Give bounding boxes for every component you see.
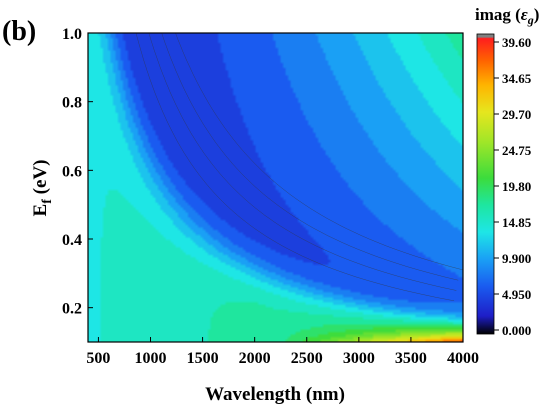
x-tick-label: 3000 xyxy=(343,350,375,367)
colorbar-title-symbol: ε xyxy=(521,5,528,24)
colorbar-tick-label: 0.000 xyxy=(502,323,531,338)
x-axis-label: Wavelength (nm) xyxy=(205,384,345,405)
heatmap-image xyxy=(88,33,463,342)
contour-line-1 xyxy=(161,33,459,281)
x-tick-label: 3500 xyxy=(395,350,427,367)
x-tick-label: 1000 xyxy=(135,350,167,367)
colorbar-tick-label: 14.85 xyxy=(502,215,532,230)
colorbar-title-sub: g xyxy=(527,13,534,27)
y-axis-label-main: E xyxy=(30,204,51,217)
colorbar-gradient xyxy=(476,33,495,335)
contour-line-0 xyxy=(175,33,463,271)
colorbar: 0.000 4.950 9.900 14.85 19.80 24.75 29.70 34.65… xyxy=(475,5,539,338)
y-tick-label: 1.0 xyxy=(62,26,82,43)
colorbar-tick-label: 29.70 xyxy=(502,107,531,122)
x-tick-label: 500 xyxy=(86,350,110,367)
colorbar-ticks: 0.000 4.950 9.900 14.85 19.80 24.75 29.70 34.65… xyxy=(494,35,532,338)
plot-frame xyxy=(87,32,464,343)
y-axis-ticks: 0.2 0.4 0.6 0.8 1.0 xyxy=(62,26,93,318)
x-tick-label: 2500 xyxy=(291,350,323,367)
heatmap xyxy=(88,33,463,342)
y-tick-label: 0.4 xyxy=(62,232,82,249)
colorbar-title-prefix: imag ( xyxy=(475,5,521,24)
contour-line-2 xyxy=(148,33,457,291)
contour-line-3 xyxy=(135,33,455,302)
y-tick-label: 0.2 xyxy=(62,301,82,318)
colorbar-tick-label: 19.80 xyxy=(502,179,531,194)
contour-lines xyxy=(135,33,463,302)
y-axis-label: Ef (eV) xyxy=(30,160,55,217)
y-tick-label: 0.6 xyxy=(62,163,82,180)
colorbar-title: imag (εg) xyxy=(475,5,539,27)
x-tick-label: 2000 xyxy=(239,350,271,367)
colorbar-tick-label: 24.75 xyxy=(502,143,532,158)
panel-label: (b) xyxy=(2,16,36,47)
colorbar-tick-label: 34.65 xyxy=(502,71,532,86)
x-tick-label: 1500 xyxy=(187,350,219,367)
y-axis-label-sub: f xyxy=(40,199,55,204)
y-axis-label-unit: (eV) xyxy=(30,160,51,200)
colorbar-title-suffix: ) xyxy=(534,5,540,24)
colorbar-tick-label: 9.900 xyxy=(502,251,531,266)
colorbar-tick-label: 39.60 xyxy=(502,35,531,50)
colorbar-tick-label: 4.950 xyxy=(502,287,531,302)
x-axis-ticks: 500 1000 1500 2000 2500 3000 3500 4000 xyxy=(86,337,479,367)
x-tick-label: 4000 xyxy=(447,350,479,367)
y-tick-label: 0.8 xyxy=(62,95,82,112)
